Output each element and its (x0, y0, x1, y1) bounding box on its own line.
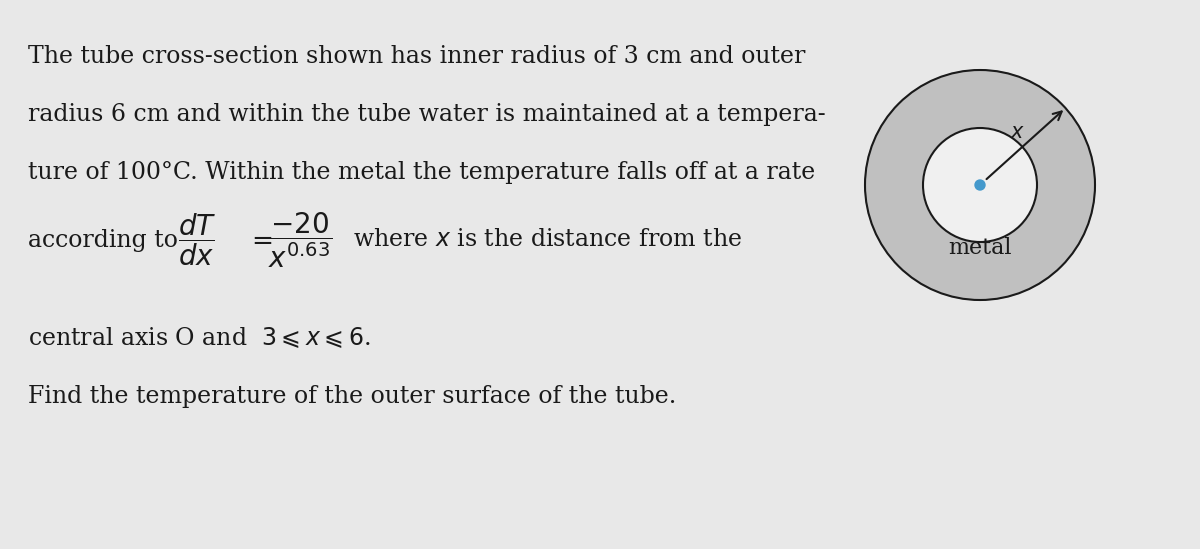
Circle shape (865, 70, 1096, 300)
Text: where $x$ is the distance from the: where $x$ is the distance from the (353, 228, 742, 251)
Text: metal: metal (948, 237, 1012, 259)
Text: $\dfrac{-20}{x^{0.63}}$: $\dfrac{-20}{x^{0.63}}$ (268, 210, 332, 270)
Text: The tube cross-section shown has inner radius of 3 cm and outer: The tube cross-section shown has inner r… (28, 45, 805, 68)
Text: $x$: $x$ (1009, 124, 1025, 142)
Circle shape (974, 180, 985, 190)
Text: $\dfrac{dT}{dx}$: $\dfrac{dT}{dx}$ (178, 212, 216, 268)
Text: $=$: $=$ (246, 227, 272, 253)
Text: according to: according to (28, 228, 178, 251)
Text: Find the temperature of the outer surface of the tube.: Find the temperature of the outer surfac… (28, 385, 677, 408)
Text: radius 6 cm and within the tube water is maintained at a tempera-: radius 6 cm and within the tube water is… (28, 103, 826, 126)
Text: central axis O and  $3 \leqslant x \leqslant 6$.: central axis O and $3 \leqslant x \leqsl… (28, 325, 371, 350)
Text: ture of 100°C. Within the metal the temperature falls off at a rate: ture of 100°C. Within the metal the temp… (28, 161, 815, 184)
Circle shape (923, 128, 1037, 242)
